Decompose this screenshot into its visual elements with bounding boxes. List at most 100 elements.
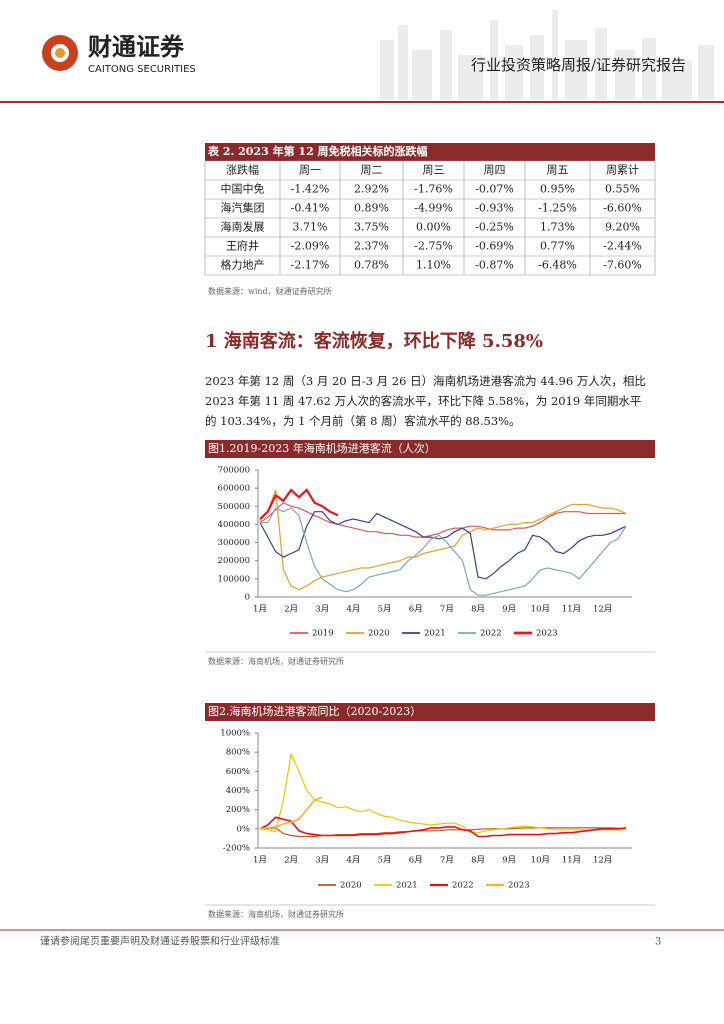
company-name-en: CAITONG SECURITIES	[88, 64, 196, 75]
series-line	[259, 501, 626, 538]
table-cell: 0.95%	[540, 183, 575, 196]
table-cell: -0.07%	[475, 183, 514, 196]
company-name: 财通证券	[88, 33, 185, 61]
table-cell: 3.71%	[293, 221, 328, 234]
legend-label: 2023	[536, 629, 558, 639]
figure-title: 图1.2019-2023 年海南机场进港客流（人次）	[208, 441, 436, 455]
x-tick-label: 7月	[440, 856, 454, 866]
x-tick-label: 7月	[440, 605, 454, 615]
table-cell: 格力地产	[221, 258, 265, 272]
x-tick-label: 6月	[409, 605, 423, 615]
x-tick-label: 2月	[284, 605, 298, 615]
table-header: 周一	[299, 164, 321, 177]
x-tick-label: 12月	[593, 856, 612, 866]
y-tick-label: 600000	[218, 484, 250, 494]
table-cell: 9.20%	[605, 221, 640, 234]
figure-title-bar	[205, 703, 655, 721]
y-tick-label: -200%	[223, 844, 250, 854]
series-line	[259, 752, 626, 834]
table-cell: 2.92%	[354, 183, 389, 196]
legend-label: 2020	[368, 629, 390, 639]
x-tick-label: 9月	[502, 605, 516, 615]
table-cell: 0.78%	[354, 259, 389, 272]
table-header: 周二	[361, 164, 383, 177]
table-cell: 0.77%	[540, 240, 575, 253]
logo	[42, 35, 78, 71]
x-tick-label: 10月	[531, 605, 550, 615]
series-line	[259, 488, 339, 520]
series-line	[259, 796, 323, 830]
x-tick-label: 12月	[593, 605, 612, 615]
legend-label: 2021	[424, 629, 446, 639]
table-cell: -2.09%	[291, 240, 330, 253]
table-header: 周五	[547, 164, 569, 177]
figure-source: 数据来源：海南机场，财通证券研究所	[208, 656, 344, 666]
table-cell: 0.55%	[605, 183, 640, 196]
x-tick-label: 3月	[315, 605, 329, 615]
table-cell: 海汽集团	[221, 201, 265, 215]
table-cell: 海南发展	[221, 220, 265, 234]
series-line	[259, 816, 627, 838]
table-title-bar	[205, 143, 655, 161]
x-tick-label: 1月	[253, 856, 267, 866]
x-tick-label: 3月	[315, 856, 329, 866]
x-tick-label: 11月	[562, 856, 581, 866]
page-number: 3	[655, 937, 661, 948]
table-header: 涨跌幅	[226, 163, 259, 177]
table-cell: -7.60%	[603, 259, 642, 272]
x-tick-label: 4月	[346, 605, 360, 615]
table-cell: -1.42%	[291, 183, 330, 196]
x-tick-label: 6月	[409, 856, 423, 866]
y-tick-label: 500000	[218, 502, 250, 512]
report-type: 行业投资策略周报/证券研究报告	[471, 56, 686, 74]
x-tick-label: 1月	[253, 605, 267, 615]
table-cell: -2.17%	[291, 259, 330, 272]
x-tick-label: 9月	[502, 856, 516, 866]
table-cell: -0.25%	[475, 221, 514, 234]
table-header: 周三	[423, 164, 445, 177]
paragraph-line: 的 103.34%，为 1 个月前（第 8 周）客流水平的 88.53%。	[205, 414, 521, 428]
table-cell: -0.69%	[475, 240, 514, 253]
table-cell: -0.41%	[291, 202, 330, 215]
x-tick-label: 2月	[284, 856, 298, 866]
x-tick-label: 5月	[378, 856, 392, 866]
table-cell: -2.44%	[603, 240, 642, 253]
x-tick-label: 5月	[378, 605, 392, 615]
y-tick-label: 100000	[218, 574, 250, 584]
table-cell: 1.10%	[416, 259, 451, 272]
x-tick-label: 8月	[471, 605, 485, 615]
y-tick-label: 700000	[218, 466, 250, 476]
y-tick-label: 300000	[218, 538, 250, 548]
table-cell: 0.89%	[354, 202, 389, 215]
table-cell: -1.25%	[538, 202, 577, 215]
series-line	[259, 489, 627, 591]
table-header: 周四	[484, 164, 506, 177]
table-source: 数据来源：wind，财通证券研究所	[208, 286, 332, 296]
table-cell: -4.99%	[414, 202, 453, 215]
y-tick-label: 400%	[226, 786, 250, 796]
paragraph-line: 2023 年第 11 周 47.62 万人次的客流水平，环比下降 5.58%，为…	[205, 394, 641, 408]
legend-label: 2023	[508, 881, 530, 891]
table-cell: -0.93%	[475, 202, 514, 215]
x-tick-label: 10月	[531, 856, 550, 866]
table-title: 表 2. 2023 年第 12 周免税相关标的涨跌幅	[207, 144, 428, 158]
table-cell: -0.87%	[475, 259, 514, 272]
series-line	[260, 507, 627, 596]
table-cell: 中国中免	[221, 182, 265, 196]
x-tick-label: 11月	[562, 605, 581, 615]
figure-source: 数据来源：海南机场，财通证券研究所	[208, 909, 344, 919]
legend-label: 2022	[480, 629, 502, 639]
series-line	[259, 511, 627, 580]
y-tick-label: 200%	[226, 805, 250, 815]
y-tick-label: 1000%	[220, 729, 250, 739]
table-cell: -6.60%	[603, 202, 642, 215]
legend-label: 2021	[396, 881, 418, 891]
table-cell: 1.73%	[540, 221, 575, 234]
y-tick-label: 200000	[218, 556, 250, 566]
section-title: 1 海南客流：客流恢复，环比下降 5.58%	[205, 330, 543, 352]
y-tick-label: 800%	[226, 748, 250, 758]
legend-label: 2020	[340, 881, 362, 891]
paragraph-line: 2023 年第 12 周（3 月 20 日-3 月 26 日）海南机场进港客流为…	[205, 374, 646, 388]
